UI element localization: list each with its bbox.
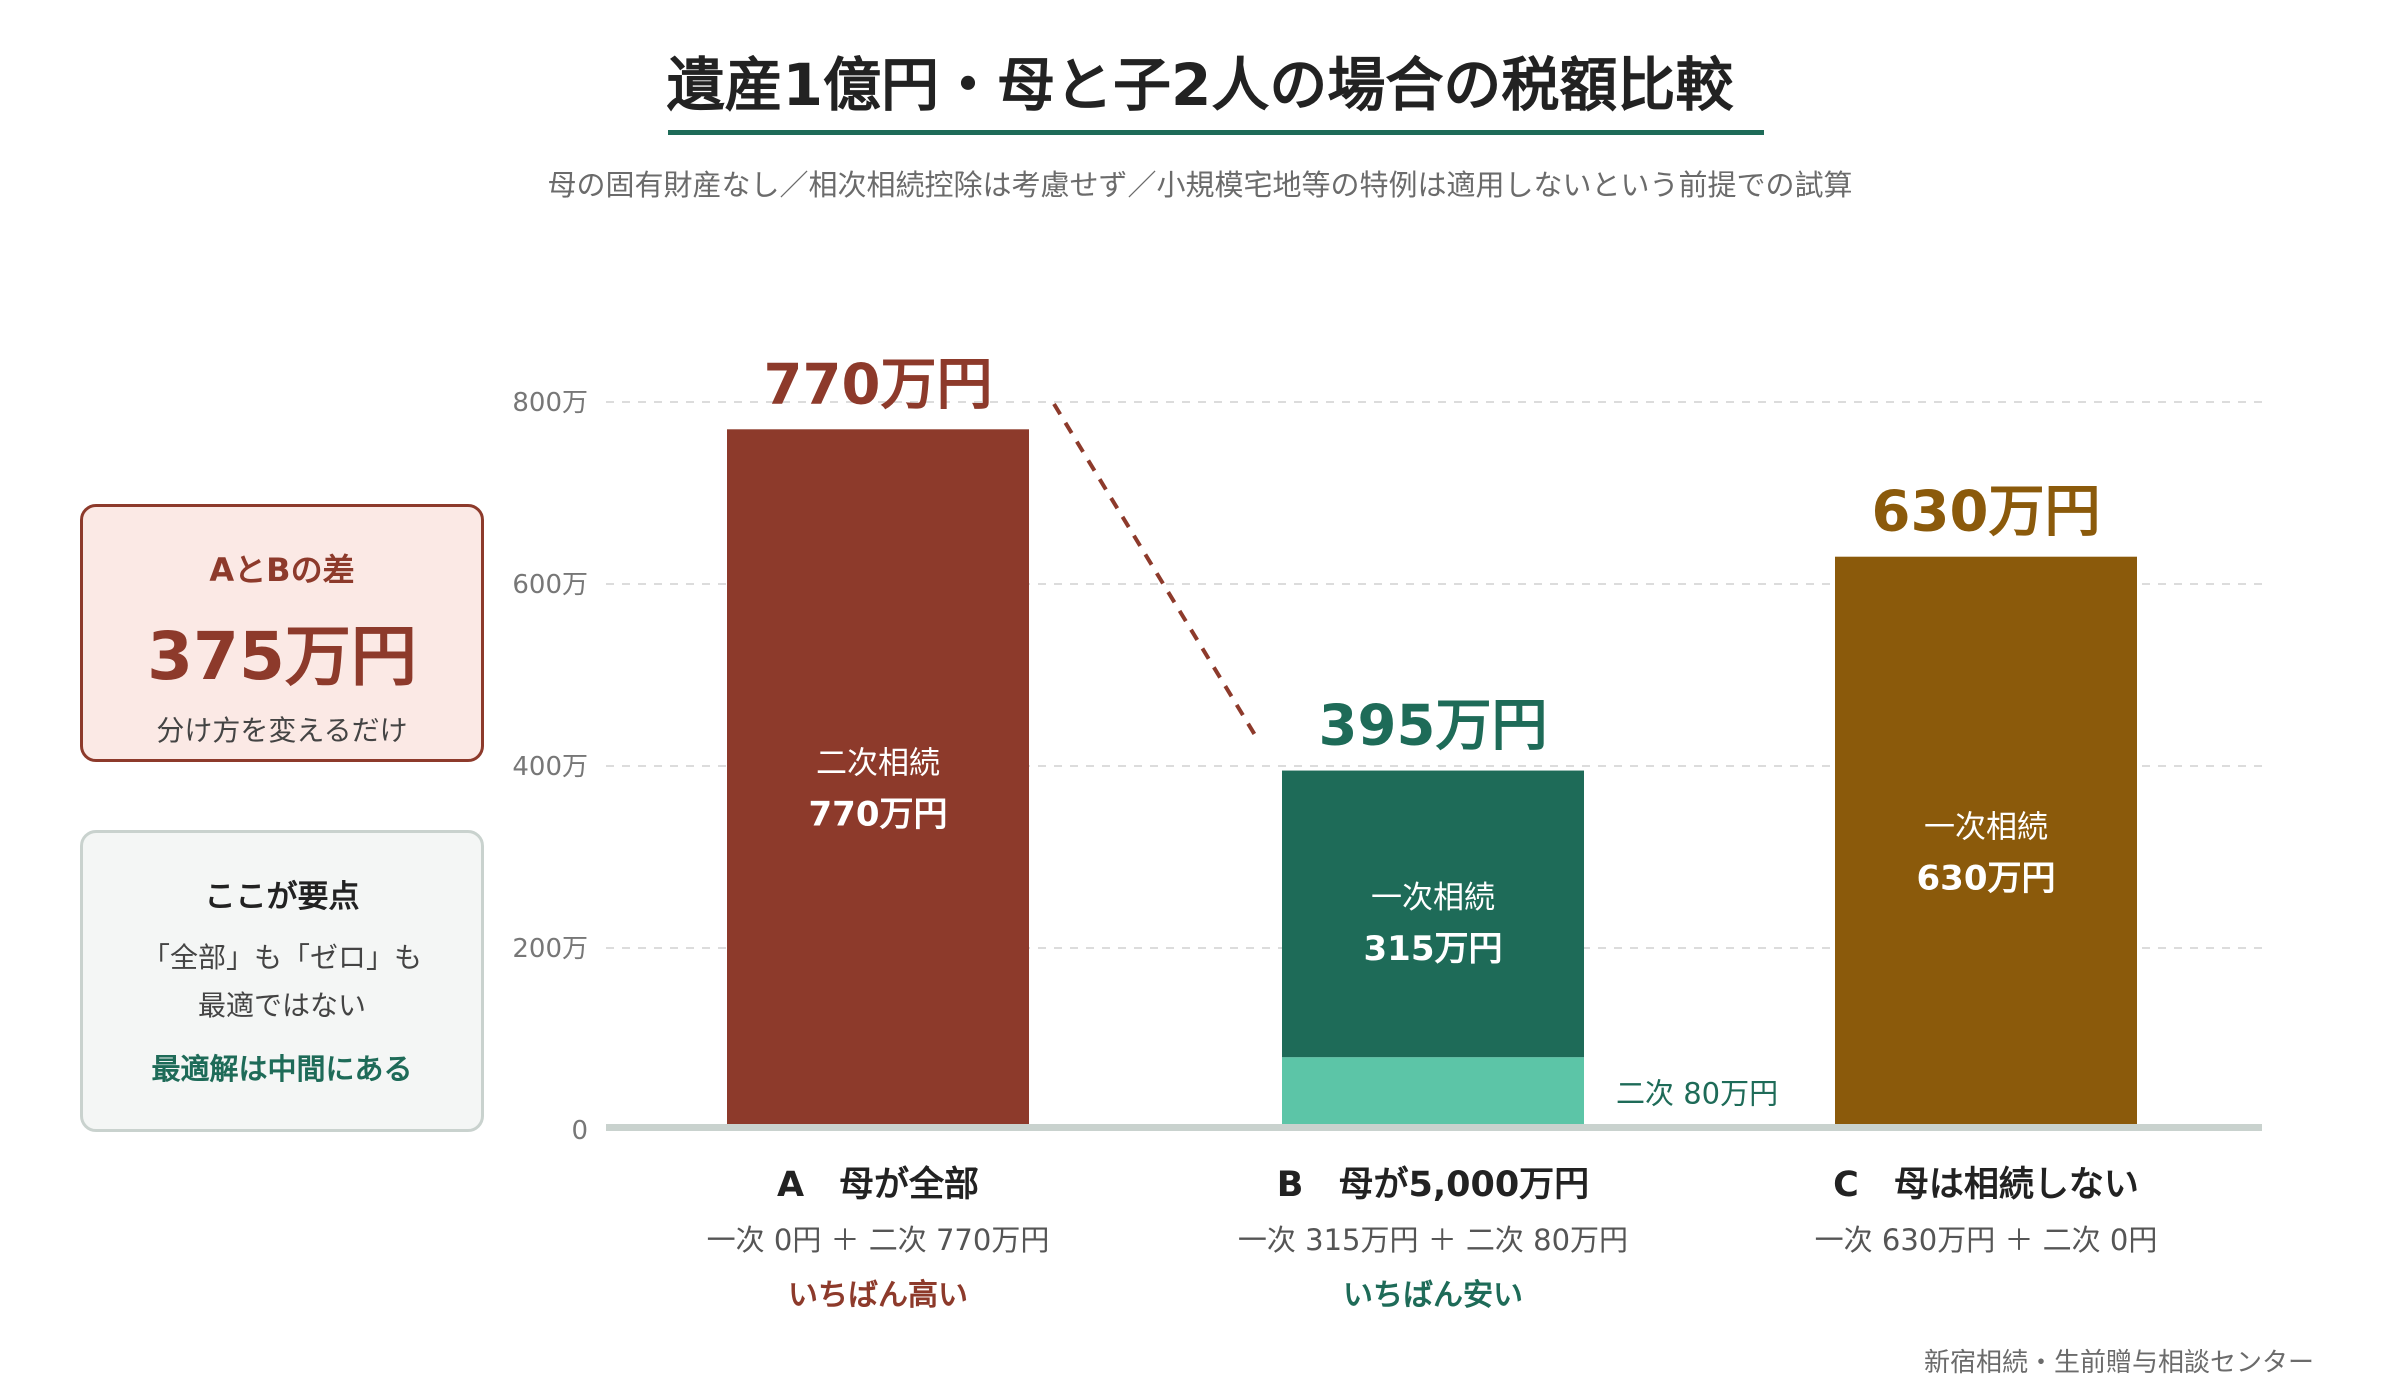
chart-title: 遺産1億円・母と子2人の場合の税額比較 (666, 51, 1734, 119)
category-name: C 母は相続しない (1833, 1165, 2139, 1205)
bar-segment-primary (1282, 770, 1584, 1058)
category-breakdown: 一次 0円 ＋ 二次 770万円 (707, 1223, 1050, 1257)
segment-side-label: 二次 80万円 (1616, 1077, 1778, 1111)
category-breakdown: 一次 630万円 ＋ 二次 0円 (1815, 1223, 2158, 1257)
source-credit: 新宿相続・生前贈与相談センター (1923, 1348, 2314, 1378)
bar-total-label: 770万円 (764, 352, 993, 417)
chart-subtitle: 母の固有財産なし／相次相続控除は考慮せず／小規模宅地等の特例は適用しないという前… (547, 168, 1853, 202)
comparison-connector (1052, 402, 1260, 742)
category-name: A 母が全部 (777, 1164, 979, 1205)
difference-label: AとBの差 (209, 551, 355, 589)
difference-note: 分け方を変えるだけ (156, 714, 408, 747)
key-point-label: ここが要点 (204, 879, 360, 915)
category-tag: いちばん高い (788, 1278, 968, 1313)
bar-segment-primary (1835, 556, 2137, 1130)
key-point-emphasis: 最適解は中間にある (151, 1052, 413, 1086)
key-point-line-2: 最適ではない (197, 989, 366, 1022)
segment-stage-label: 一次相続 (1924, 809, 2048, 845)
segment-value-label: 770万円 (809, 795, 948, 835)
bar-total-label: 395万円 (1319, 694, 1548, 759)
bar-segment-secondary (1282, 1057, 1584, 1130)
y-tick-label: 400万 (512, 752, 588, 782)
y-tick-label: 0 (571, 1116, 588, 1146)
y-tick-label: 600万 (512, 570, 588, 600)
x-axis-baseline (606, 1124, 2262, 1131)
category-name: B 母が5,000万円 (1277, 1165, 1589, 1205)
y-tick-label: 200万 (512, 934, 588, 964)
y-tick-label: 800万 (512, 388, 588, 418)
category-tag: いちばん安い (1343, 1278, 1523, 1313)
difference-value: 375万円 (147, 618, 417, 695)
bar-segment-secondary (727, 429, 1029, 1130)
category-breakdown: 一次 315万円 ＋ 二次 80万円 (1238, 1223, 1628, 1257)
title-underline (668, 130, 1764, 135)
segment-value-label: 315万円 (1364, 929, 1503, 969)
key-point-panel: ここが要点 「全部」も「ゼロ」も 最適ではない 最適解は中間にある (80, 830, 484, 1132)
key-point-line-1: 「全部」も「ゼロ」も (141, 941, 422, 974)
segment-value-label: 630万円 (1917, 858, 2056, 898)
bar-total-label: 630万円 (1872, 480, 2101, 545)
difference-panel: AとBの差 375万円 分け方を変えるだけ (80, 504, 484, 762)
segment-stage-label: 一次相続 (1371, 880, 1495, 916)
segment-stage-label: 二次相続 (816, 746, 940, 782)
